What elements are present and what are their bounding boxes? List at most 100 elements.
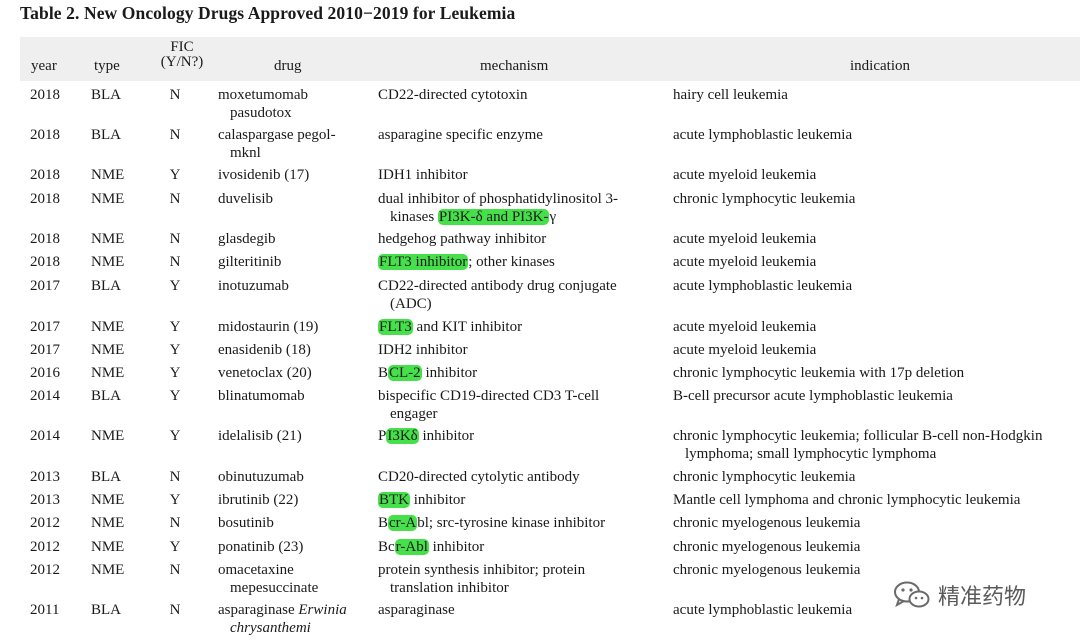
mechanism-cell: bispecific CD19-directed CD3 T-cell engag… — [378, 387, 599, 423]
fic-cell: Y — [169, 388, 181, 404]
highlight-mark: BTK — [378, 492, 410, 508]
indication-cell: chronic myelogenous leukemia — [673, 514, 860, 532]
indication-cell: Mantle cell lymphoma and chronic lymphoc… — [673, 491, 1020, 509]
indication-cell-line: acute myeloid leukemia — [673, 254, 817, 270]
table-header: year type FIC (Y/N?) drug mechanism indi… — [20, 37, 1080, 81]
drug-cell: asparaginase Erwinia chrysanthemi — [218, 601, 347, 637]
indication-cell: acute myeloid leukemia — [673, 341, 816, 359]
indication-cell: chronic lymphocytic leukemia; follicular… — [673, 427, 1042, 463]
indication-cell-line: chronic myelogenous leukemia — [673, 562, 861, 578]
mechanism-cell: CD22-directed antibody drug conjugate (AD… — [378, 277, 617, 313]
drug-cell-line: blinatumomab — [218, 388, 305, 404]
drug-cell: moxetumomab pasudotox — [218, 86, 308, 122]
type-cell: BLA — [91, 388, 121, 404]
drug-cell-line: inotuzumab — [218, 278, 289, 294]
mechanism-cell: FLT3 inhibitor; other kinases — [378, 253, 555, 271]
mechanism-cell-line: bispecific CD19-directed CD3 T-cell — [378, 388, 600, 404]
mechanism-cell: BTK inhibitor — [378, 491, 465, 509]
mechanism-cell: BCL-2 inhibitor — [378, 364, 477, 382]
highlight-mark: r-Abl — [394, 539, 429, 555]
header-mechanism: mechanism — [480, 58, 549, 74]
indication-cell-line: hairy cell leukemia — [673, 87, 788, 103]
drug-cell: gilteritinib — [218, 253, 281, 271]
type-cell: NME — [91, 254, 125, 270]
fic-cell: N — [169, 191, 181, 207]
indication-cell-line: lymphoma; small lymphocytic lymphoma — [685, 446, 937, 462]
type-cell: BLA — [91, 602, 121, 618]
year-cell: 2018 — [30, 127, 60, 143]
mechanism-cell: IDH1 inhibitor — [378, 166, 468, 184]
fic-cell: N — [169, 515, 181, 531]
indication-cell: chronic lymphocytic leukemia with 17p de… — [673, 364, 964, 382]
type-cell: NME — [91, 365, 125, 381]
mechanism-cell-line: Bcr-Abl; src-tyrosine kinase inhibitor — [378, 515, 606, 531]
year-cell: 2013 — [30, 492, 60, 508]
year-cell: 2014 — [30, 428, 60, 444]
type-cell: BLA — [91, 87, 121, 103]
type-cell: BLA — [91, 127, 121, 143]
drug-cell-line: enasidenib (18) — [218, 342, 311, 358]
drug-cell: inotuzumab — [218, 277, 289, 295]
year-cell: 2014 — [30, 388, 60, 404]
drug-cell-line: midostaurin (19) — [218, 319, 319, 335]
type-cell: NME — [91, 515, 125, 531]
year-cell: 2017 — [30, 342, 60, 358]
type-cell: NME — [91, 191, 125, 207]
year-cell: 2016 — [30, 365, 60, 381]
year-cell: 2018 — [30, 254, 60, 270]
drug-cell-line: mepesuccinate — [230, 580, 319, 596]
mechanism-cell: Bcr-Abl inhibitor — [378, 538, 484, 556]
header-drug: drug — [274, 58, 302, 74]
mechanism-cell-line: BCL-2 inhibitor — [378, 365, 478, 381]
type-cell: BLA — [91, 278, 121, 294]
watermark-text: 精准药物 — [938, 585, 1027, 610]
drug-cell: glasdegib — [218, 230, 276, 248]
year-cell: 2017 — [30, 278, 60, 294]
year-cell: 2012 — [30, 562, 60, 578]
drug-cell: calaspargase pegol-mknl — [218, 126, 336, 162]
fic-cell: Y — [169, 365, 181, 381]
year-cell: 2018 — [30, 87, 60, 103]
drug-cell-line: asparaginase Erwinia — [218, 602, 347, 618]
indication-cell-line: acute myeloid leukemia — [673, 231, 817, 247]
year-cell: 2018 — [30, 167, 60, 183]
type-cell: BLA — [91, 469, 121, 485]
indication-cell: acute lymphoblastic leukemia — [673, 601, 852, 619]
mechanism-cell: protein synthesis inhibitor; protein tran… — [378, 561, 585, 597]
fic-cell: N — [169, 469, 181, 485]
indication-cell: acute myeloid leukemia — [673, 253, 816, 271]
type-cell: NME — [91, 428, 125, 444]
mechanism-cell-line: asparagine specific enzyme — [378, 127, 543, 143]
indication-cell-line: acute lymphoblastic leukemia — [673, 278, 853, 294]
drug-cell-line: ponatinib (23) — [218, 539, 304, 555]
mechanism-cell-line: engager — [390, 406, 438, 422]
indication-cell: acute myeloid leukemia — [673, 230, 816, 248]
header-indication: indication — [850, 58, 910, 74]
drug-cell: venetoclax (20) — [218, 364, 312, 382]
fic-cell: Y — [169, 167, 181, 183]
drug-cell: ibrutinib (22) — [218, 491, 298, 509]
mechanism-cell-line: BTK inhibitor — [378, 492, 466, 508]
indication-cell: acute myeloid leukemia — [673, 166, 816, 184]
indication-cell: B-cell precursor acute lymphoblastic leu… — [673, 387, 953, 405]
drug-cell-line: idelalisib (21) — [218, 428, 302, 444]
mechanism-cell-line: Bcr-Abl inhibitor — [378, 539, 485, 555]
header-type: type — [94, 58, 120, 74]
drug-cell-line: duvelisib — [218, 191, 273, 207]
drug-cell-line: venetoclax (20) — [218, 365, 312, 381]
fic-cell: N — [169, 254, 181, 270]
indication-cell-line: acute lymphoblastic leukemia — [673, 127, 853, 143]
fic-cell: Y — [169, 492, 181, 508]
drug-cell-line: pasudotox — [230, 105, 292, 121]
type-cell: NME — [91, 342, 125, 358]
header-fic: FIC (Y/N?) — [152, 40, 212, 70]
mechanism-cell-line: kinases PI3K-δ and PI3K-γ — [390, 209, 557, 225]
mechanism-cell-line: hedgehog pathway inhibitor — [378, 231, 547, 247]
drug-cell: blinatumomab — [218, 387, 305, 405]
fic-cell: Y — [169, 342, 181, 358]
wechat-logo-icon — [894, 581, 930, 608]
mechanism-cell-line: IDH2 inhibitor — [378, 342, 468, 358]
watermark: 精准药物 — [892, 578, 1080, 612]
highlight-mark: FLT3 inhibitor — [378, 254, 469, 270]
fic-cell: N — [169, 562, 181, 578]
